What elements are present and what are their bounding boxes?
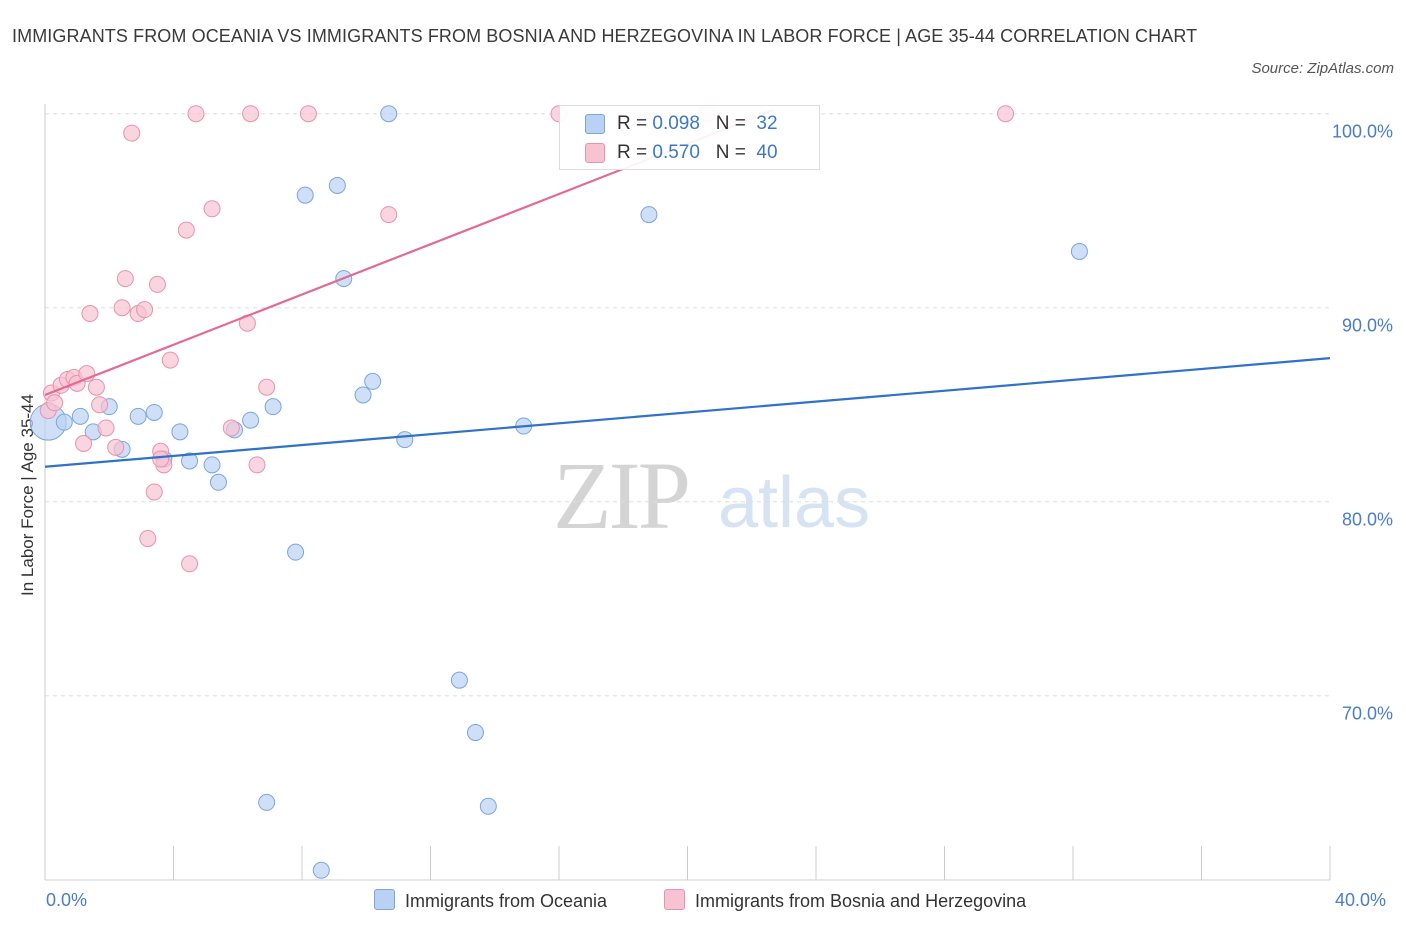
oceania-point — [258, 793, 276, 811]
bosnia-point — [152, 450, 170, 468]
bosnia-point — [161, 351, 179, 369]
correlation-legend: R = 0.098 N = 32 R = 0.570 N = 40 — [559, 105, 820, 170]
oceania-legend-swatch — [374, 889, 395, 910]
oceania-point — [640, 206, 658, 224]
oceania-point — [312, 861, 330, 879]
bosnia-point — [203, 200, 221, 218]
bosnia-point — [248, 456, 266, 474]
r-label: R = — [617, 113, 653, 134]
legend-item-oceania: Immigrants from Oceania — [374, 889, 607, 912]
oceania-point — [354, 386, 372, 404]
oceania-point — [1070, 242, 1088, 260]
n-value-oceania: 32 — [756, 113, 778, 134]
oceania-point — [71, 407, 89, 425]
oceania-point — [450, 671, 468, 689]
x-tick-label-min: 0.0% — [46, 890, 88, 910]
bosnia-point — [222, 419, 240, 437]
y-tick-label: 90.0% — [1342, 316, 1393, 336]
r-label: R = — [617, 142, 653, 163]
bosnia-point — [380, 206, 398, 224]
bosnia-point — [81, 305, 99, 323]
bosnia-point — [187, 105, 205, 123]
oceania-point — [380, 105, 398, 123]
bosnia-point — [145, 483, 163, 501]
watermark-atlas: atlas — [718, 463, 871, 543]
n-value-bosnia: 40 — [756, 142, 778, 163]
bosnia-point — [116, 270, 134, 288]
bosnia-point — [46, 394, 64, 412]
oceania-point — [396, 431, 414, 449]
bosnia-point — [123, 124, 141, 142]
n-label: N = — [715, 113, 752, 134]
x-tick-label-max: 40.0% — [1335, 890, 1387, 910]
watermark-zip: ZIP — [553, 442, 691, 549]
bosnia-point — [136, 301, 154, 319]
bosnia-swatch — [585, 143, 605, 163]
oceania-point — [364, 372, 382, 390]
oceania-point — [145, 403, 163, 421]
bosnia-point — [107, 438, 125, 456]
legend-stats-bosnia: R = 0.570 N = 40 — [617, 140, 778, 166]
r-value-bosnia: 0.570 — [652, 142, 700, 163]
oceania-legend-label: Immigrants from Oceania — [405, 891, 608, 911]
legend-stats-oceania: R = 0.098 N = 32 — [617, 111, 778, 137]
bosnia-point — [97, 419, 115, 437]
bosnia-point — [75, 435, 93, 452]
legend-item-bosnia: Immigrants from Bosnia and Herzegovina — [664, 889, 1026, 912]
chart-title: IMMIGRANTS FROM OCEANIA VS IMMIGRANTS FR… — [12, 26, 1198, 46]
oceania-point — [203, 456, 221, 474]
oceania-trend-line — [44, 357, 1331, 468]
bosnia-point — [87, 378, 105, 396]
oceania-point — [242, 411, 260, 429]
oceania-point — [466, 724, 484, 742]
bosnia-legend-label: Immigrants from Bosnia and Herzegovina — [695, 891, 1027, 911]
bosnia-point — [299, 105, 317, 123]
oceania-point — [287, 543, 305, 561]
bosnia-point — [181, 555, 199, 573]
bosnia-point — [997, 105, 1015, 123]
oceania-swatch — [585, 114, 605, 134]
y-tick-label: 80.0% — [1342, 510, 1393, 530]
oceania-point — [264, 398, 282, 416]
bosnia-point — [177, 221, 195, 239]
oceania-point — [479, 797, 497, 815]
oceania-point — [328, 176, 346, 194]
oceania-point — [296, 186, 314, 204]
oceania-point — [181, 452, 199, 470]
r-value-oceania: 0.098 — [652, 113, 700, 134]
oceania-point — [129, 407, 147, 425]
bosnia-legend-swatch — [664, 889, 685, 910]
bosnia-point — [91, 396, 109, 414]
bosnia-point — [148, 275, 166, 293]
oceania-point — [209, 473, 227, 491]
y-tick-label: 100.0% — [1332, 122, 1393, 142]
bosnia-point — [258, 378, 276, 396]
oceania-point — [171, 423, 189, 441]
y-tick-label: 70.0% — [1342, 704, 1393, 724]
bosnia-point — [139, 530, 157, 548]
bosnia-point — [242, 105, 260, 123]
source-credit: Source: ZipAtlas.com — [1251, 60, 1394, 77]
n-label: N = — [715, 142, 752, 163]
bosnia-point — [113, 299, 131, 317]
oceania-point — [55, 413, 73, 431]
